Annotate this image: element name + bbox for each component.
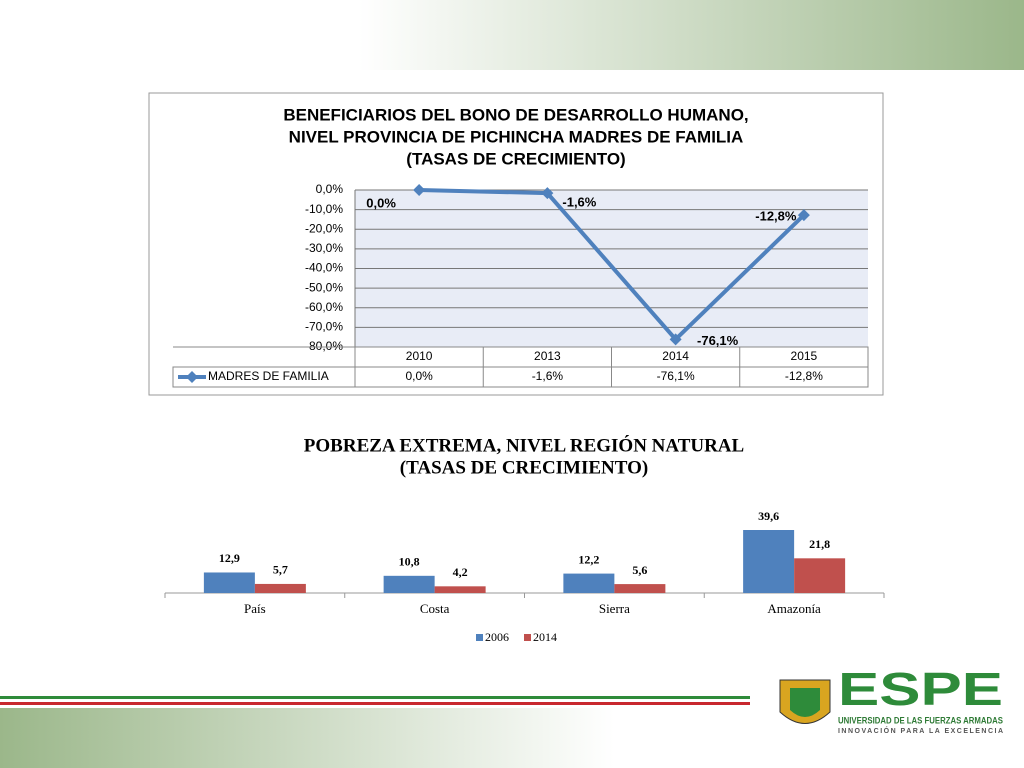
table-value: -12,8% — [785, 369, 823, 383]
data-label: 12,2 — [578, 552, 599, 566]
bar — [743, 530, 795, 593]
y-tick-label: -80,0% — [305, 339, 343, 353]
x-tick-label: 2014 — [662, 349, 689, 363]
x-tick-label: 2015 — [791, 349, 818, 363]
bar — [794, 558, 846, 593]
legend-swatch — [524, 634, 531, 641]
x-tick-label: Amazonía — [767, 601, 821, 616]
data-label: 5,6 — [632, 563, 647, 577]
x-tick-label: 2010 — [406, 349, 433, 363]
data-label: 0,0% — [366, 195, 396, 210]
y-tick-label: -60,0% — [305, 300, 343, 314]
logo: ESPE UNIVERSIDAD DE LAS FUERZAS ARMADAS … — [760, 663, 1024, 745]
logo-line2: INNOVACIÓN PARA LA EXCELENCIA — [838, 726, 1003, 735]
data-label: 21,8 — [809, 537, 830, 551]
data-label: 39,6 — [758, 509, 779, 523]
table-value: -1,6% — [532, 369, 564, 383]
data-label: -1,6% — [562, 195, 596, 210]
series-line — [419, 188, 806, 343]
y-tick-label: -30,0% — [305, 241, 343, 255]
x-tick-label: 2013 — [534, 349, 561, 363]
y-tick-label: -10,0% — [305, 202, 343, 216]
bar-chart: POBREZA EXTREMA, NIVEL REGIÓN NATURAL(TA… — [164, 434, 885, 644]
bar — [434, 586, 486, 593]
chart-title: POBREZA EXTREMA, NIVEL REGIÓN NATURAL — [304, 434, 744, 456]
logo-line1: UNIVERSIDAD DE LAS FUERZAS ARMADAS — [838, 716, 1003, 727]
chart-title: BENEFICIARIOS DEL BONO DE DESARROLLO HUM… — [283, 105, 748, 124]
data-label: 4,2 — [453, 565, 468, 579]
y-tick-label: -50,0% — [305, 280, 343, 294]
y-tick-label: -40,0% — [305, 261, 343, 275]
marker — [541, 187, 554, 200]
stripe — [0, 702, 750, 705]
logo-name: ESPE — [838, 663, 1003, 715]
x-tick-label: País — [244, 601, 266, 616]
bar — [563, 573, 615, 593]
x-tick-label: Sierra — [599, 601, 630, 616]
y-tick-label: 0,0% — [316, 182, 344, 196]
data-label: 5,7 — [273, 563, 288, 577]
data-label: -12,8% — [755, 209, 797, 224]
table-value: 0,0% — [405, 369, 433, 383]
marker — [413, 184, 426, 196]
data-table — [172, 366, 869, 388]
data-label: 12,9 — [219, 551, 240, 565]
chart-title: NIVEL PROVINCIA DE PICHINCHA MADRES DE F… — [289, 127, 744, 146]
bar — [614, 584, 666, 593]
x-tick-label: Costa — [420, 601, 450, 616]
top-banner — [0, 0, 1024, 70]
legend-label: MADRES DE FAMILIA — [208, 369, 329, 383]
bar — [254, 583, 306, 593]
bar — [383, 575, 435, 593]
bar — [203, 572, 255, 593]
data-label: -76,1% — [697, 333, 739, 348]
marker — [669, 333, 682, 346]
y-tick-label: -20,0% — [305, 221, 343, 235]
legend-swatch — [476, 634, 483, 641]
y-tick-label: -70,0% — [305, 320, 343, 334]
logo-shield-inner — [790, 688, 820, 717]
stripe — [0, 696, 750, 699]
chart-title: (TASAS DE CRECIMIENTO) — [406, 149, 625, 168]
legend-label: 2014 — [533, 630, 557, 644]
table-value: -76,1% — [657, 369, 695, 383]
marker — [797, 209, 810, 222]
chart-title: (TASAS DE CRECIMIENTO) — [400, 457, 648, 478]
data-label: 10,8 — [399, 555, 420, 569]
legend-label: 2006 — [485, 630, 509, 644]
legend-marker — [186, 371, 198, 383]
